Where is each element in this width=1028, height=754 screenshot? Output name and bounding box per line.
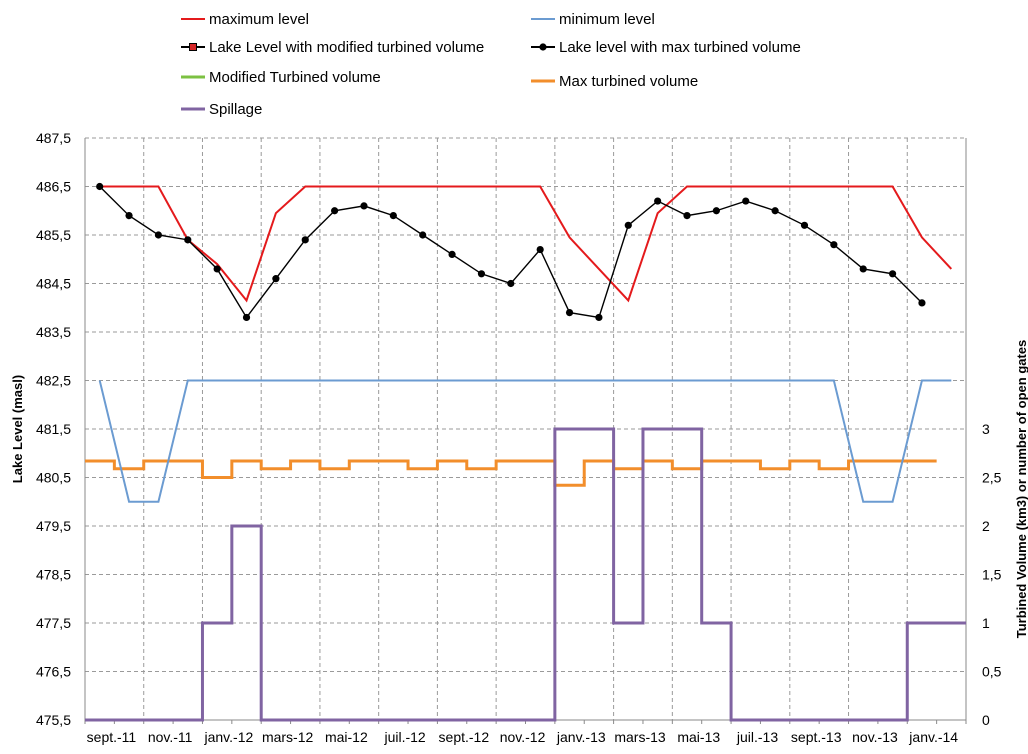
- y-tick-label: 486,5: [36, 179, 71, 195]
- lake-level-point: [771, 207, 779, 215]
- y2-tick-label: 3: [982, 421, 990, 437]
- y-tick-label: 487,5: [36, 130, 71, 146]
- lake-level-point: [242, 313, 251, 322]
- lake-level-point: [624, 221, 632, 229]
- x-tick-label: mai-13: [677, 729, 720, 745]
- x-tick-label: juil.-12: [383, 729, 425, 745]
- x-tick-label: mai-12: [325, 729, 368, 745]
- lake-level-point: [331, 207, 339, 215]
- lake-level-point: [389, 212, 397, 220]
- lake-level-point: [654, 197, 662, 205]
- lake-level-point: [213, 265, 221, 273]
- x-tick-label: nov.-11: [148, 729, 193, 745]
- lake-level-point: [184, 236, 192, 244]
- y-tick-label: 475,5: [36, 712, 71, 728]
- lake-level-point: [742, 197, 750, 205]
- legend-label: Lake Level with modified turbined volume: [209, 39, 484, 56]
- lake-level-point: [419, 231, 427, 239]
- y2-tick-label: 2,5: [982, 470, 1002, 486]
- y2-tick-label: 0,5: [982, 664, 1002, 680]
- y2-tick-label: 1: [982, 615, 990, 631]
- x-tick-label: juil.-13: [736, 729, 778, 745]
- y-tick-label: 485,5: [36, 227, 71, 243]
- legend: maximum level minimum level Lake Level wit…: [181, 11, 801, 118]
- lake-level-point: [712, 207, 720, 215]
- x-tick-label: janv.-14: [908, 729, 958, 745]
- y-axis-title: Lake Level (masl): [10, 375, 25, 483]
- lake-level-point: [859, 265, 867, 273]
- legend-label: maximum level: [209, 11, 309, 28]
- lake-level-point: [96, 182, 104, 191]
- legend-label: Max turbined volume: [559, 73, 698, 90]
- lake-level-point: [565, 309, 574, 317]
- y2-tick-label: 0: [982, 712, 990, 728]
- x-tick-label: janv.-12: [204, 729, 254, 745]
- y-tick-label: 484,5: [36, 276, 71, 292]
- legend-label: Spillage: [209, 101, 262, 118]
- y2-axis-title: Turbined Volume (km3) or number of open …: [1014, 340, 1028, 639]
- y-tick-label: 478,5: [36, 567, 71, 583]
- spillage-line: [85, 427, 966, 722]
- x-tick-label: janv.-13: [556, 729, 606, 745]
- lake-level-point: [888, 270, 897, 278]
- y-tick-label: 483,5: [36, 324, 71, 340]
- legend-label: minimum level: [559, 11, 655, 28]
- y-tick-label: 476,5: [36, 664, 71, 680]
- lake-level-point: [448, 250, 456, 258]
- lake-level-point: [507, 279, 515, 288]
- y-tick-label: 480,5: [36, 470, 71, 486]
- maximum-level-line: [99, 185, 953, 303]
- x-tick-label: nov.-13: [852, 729, 898, 745]
- lake-level-point: [154, 231, 163, 239]
- lake-level-point: [800, 221, 809, 229]
- y-tick-label: 482,5: [36, 373, 71, 389]
- lake-level-point: [477, 270, 486, 278]
- grid: [85, 137, 966, 720]
- y-tick-label: 481,5: [36, 421, 71, 437]
- series: [85, 182, 966, 722]
- lake-level-max-turbined-line: [99, 186, 923, 319]
- lake-level-point: [683, 212, 691, 220]
- minimum-level-line: [98, 379, 952, 503]
- y2-tick-label: 2: [982, 518, 990, 534]
- legend-label: Lake level with max turbined volume: [559, 39, 801, 56]
- lake-level-point: [301, 236, 309, 244]
- y-tick-label: 479,5: [36, 518, 71, 534]
- x-tick-label: sept.-12: [439, 729, 490, 745]
- y-tick-label: 477,5: [36, 615, 71, 631]
- x-tick-label: sept.-11: [87, 729, 137, 745]
- x-tick-label: nov.-12: [500, 729, 546, 745]
- axes: 475,5 476,5 477,5 478,5 479,5 480,5 481,5 482,5…: [36, 130, 1002, 745]
- legend-marker-square: [189, 43, 197, 51]
- lake-level-point: [595, 313, 603, 322]
- legend-marker-dot: [539, 43, 547, 51]
- y2-tick-label: 1,5: [982, 567, 1002, 583]
- lake-level-point: [360, 202, 368, 210]
- lake-level-point: [125, 212, 133, 220]
- lake-level-point: [830, 241, 838, 249]
- max-turbined-volume-line: [85, 459, 937, 487]
- x-tick-label: mars-12: [262, 729, 314, 745]
- lake-level-point: [272, 275, 280, 283]
- lake-level-point: [918, 299, 926, 307]
- legend-label: Modified Turbined volume: [209, 69, 381, 86]
- x-tick-label: mars-13: [614, 729, 666, 745]
- x-tick-label: sept.-13: [791, 729, 842, 745]
- lake-level-point: [536, 245, 544, 254]
